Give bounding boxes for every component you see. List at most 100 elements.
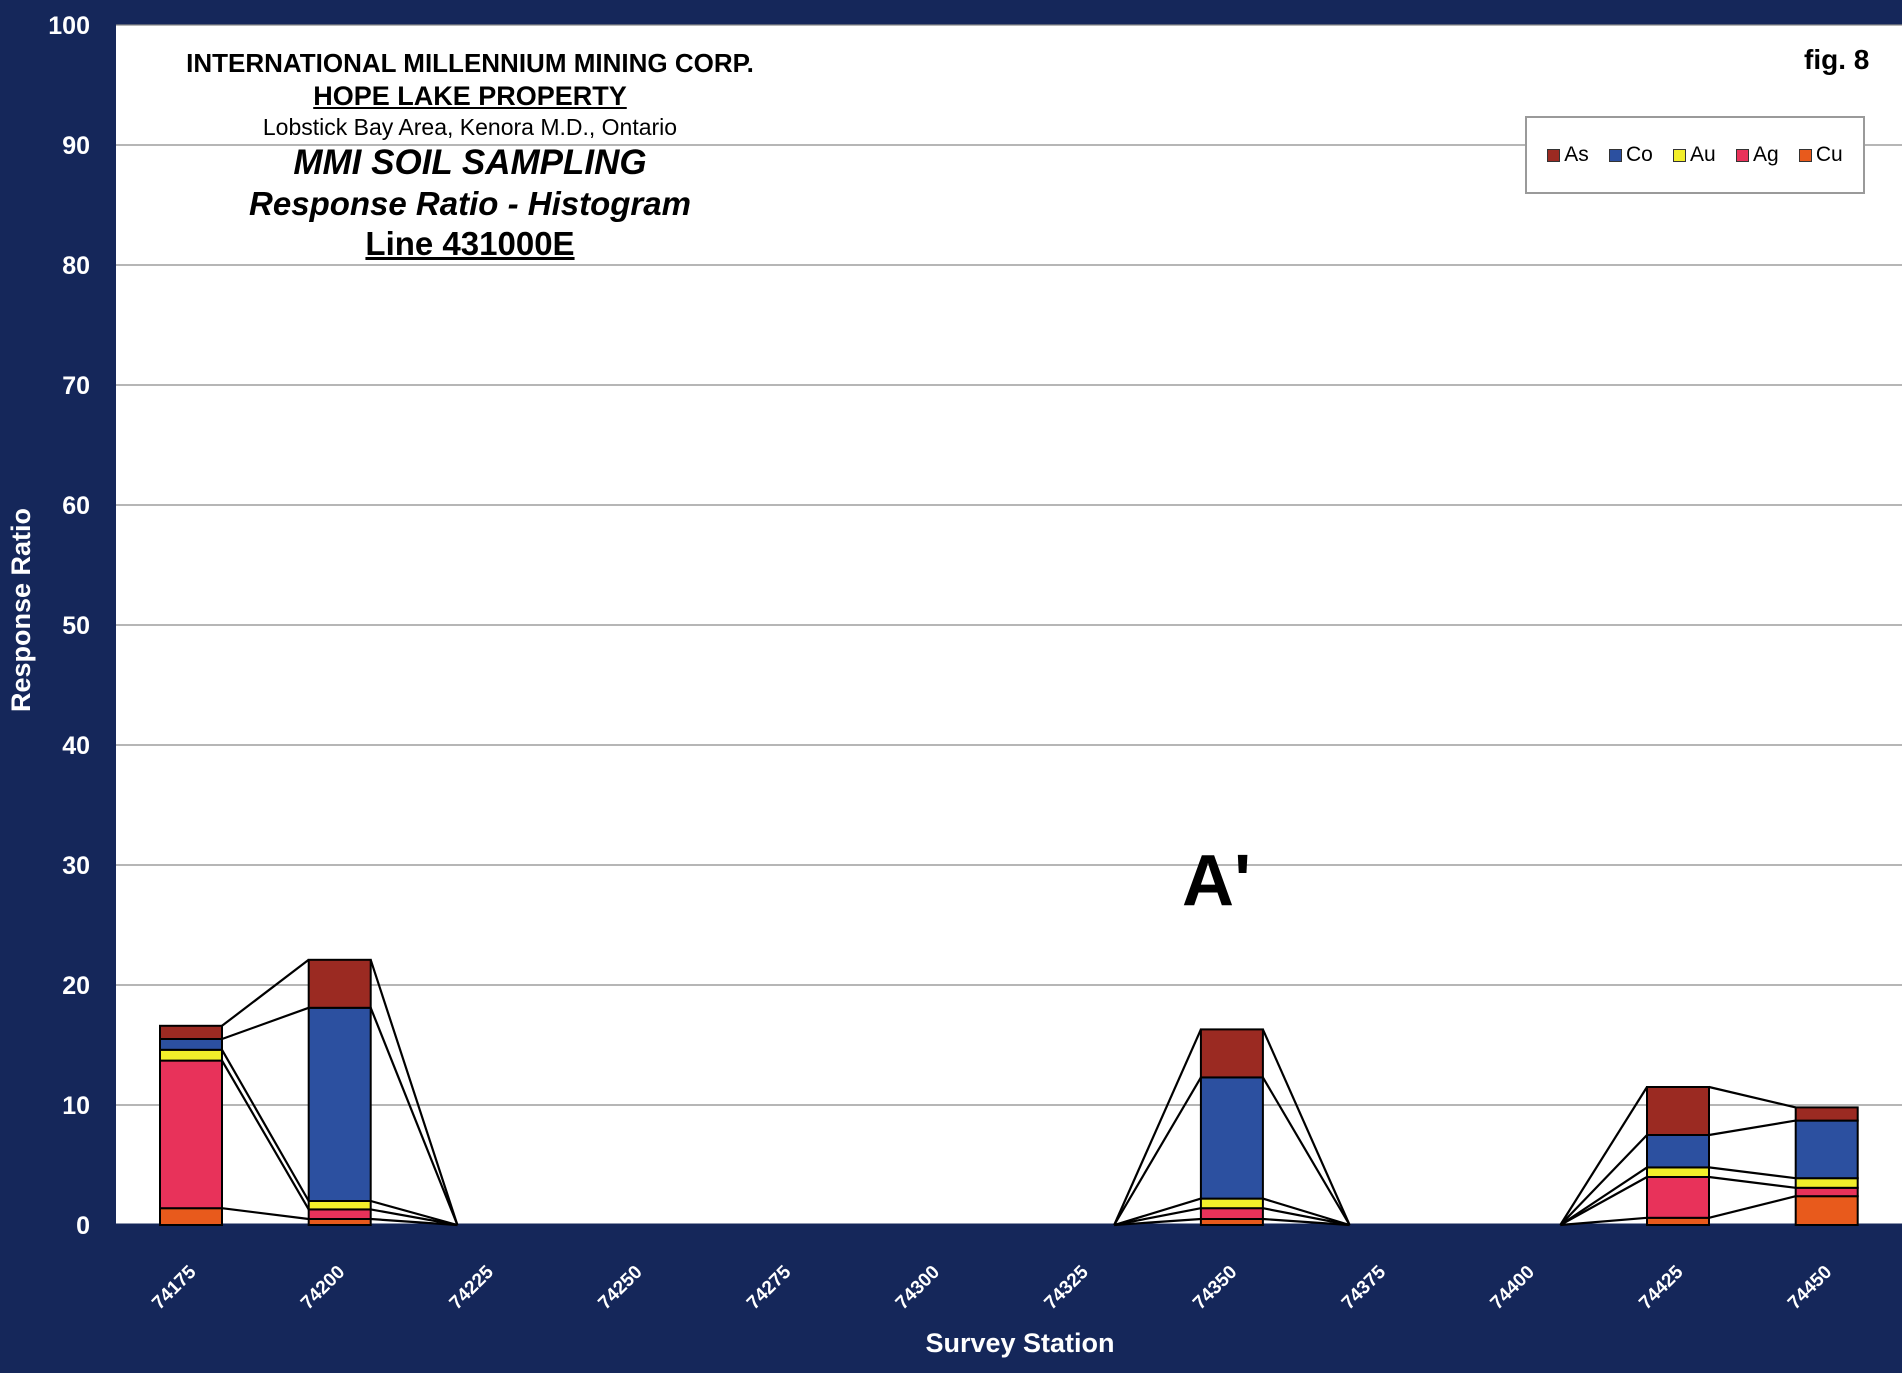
y-tick-label: 80	[62, 252, 90, 280]
y-tick-label: 90	[62, 132, 90, 160]
bar-as-74450	[1794, 1106, 1859, 1122]
bar-au-74175	[159, 1048, 223, 1062]
series-line-as	[1113, 1028, 1202, 1226]
y-tick-label: 60	[62, 492, 90, 520]
series-line-cu	[1708, 1195, 1796, 1219]
gridlines	[116, 24, 1902, 1227]
legend-swatch	[1547, 148, 1561, 162]
bar-as-74425	[1646, 1086, 1710, 1136]
x-tick-label: 74400	[1487, 1262, 1539, 1314]
bar-co-74450	[1794, 1119, 1859, 1180]
series-line-as	[1559, 1086, 1648, 1226]
series-line-ag	[1262, 1207, 1350, 1227]
survey-title: MMI SOIL SAMPLING	[293, 143, 647, 182]
x-tick-label: 74375	[1338, 1261, 1391, 1314]
y-tick-label: 50	[62, 612, 90, 640]
bar-ag-74350	[1199, 1207, 1264, 1220]
bar-co-74425	[1646, 1134, 1710, 1169]
bar-ag-74450	[1794, 1186, 1859, 1198]
legend: As Co Au Ag Cu	[1525, 116, 1865, 194]
x-tick-label: 74275	[743, 1261, 796, 1314]
bar-as-74175	[159, 1024, 223, 1041]
x-tick-label: 74300	[892, 1262, 944, 1314]
series-line-ag	[1113, 1207, 1202, 1227]
bars	[159, 958, 1859, 1227]
x-tick-label: 74350	[1189, 1262, 1241, 1314]
y-tick-label: 30	[62, 852, 90, 880]
bar-au-74350	[1199, 1197, 1264, 1210]
series-line-co	[1708, 1119, 1796, 1137]
legend-swatch	[1608, 148, 1622, 162]
bar-au-74200	[307, 1200, 372, 1211]
series-line-as	[1261, 1028, 1351, 1226]
bar-co-74350	[1199, 1076, 1264, 1200]
bar-cu-74175	[159, 1207, 223, 1226]
y-tick-label: 10	[62, 1092, 90, 1120]
x-tick-label: 74175	[148, 1261, 201, 1314]
series-line-co	[1559, 1134, 1648, 1226]
bar-co-74175	[159, 1038, 223, 1051]
legend-label: Ag	[1752, 143, 1779, 166]
bar-ag-74200	[307, 1208, 372, 1221]
y-tick-label: 100	[48, 12, 90, 40]
x-tick-label: 74325	[1041, 1261, 1094, 1314]
legend-item-ag: Ag	[1735, 143, 1779, 167]
y-tick-label: 70	[62, 372, 90, 400]
series-line-cu	[1262, 1217, 1350, 1227]
legend-swatch	[1735, 148, 1749, 162]
legend-item-au: Au	[1673, 143, 1716, 167]
bar-ag-74425	[1646, 1176, 1710, 1219]
series-line-as	[221, 958, 310, 1027]
series-line-co	[369, 1007, 459, 1226]
series-lines	[221, 958, 1796, 1227]
series-line-au	[1113, 1197, 1202, 1227]
bar-au-74450	[1794, 1177, 1859, 1189]
x-tick-label: 74200	[297, 1262, 349, 1314]
y-axis-title: Response Ratio	[6, 508, 36, 712]
series-line-au	[1559, 1166, 1648, 1226]
bar-as-74200	[307, 958, 372, 1009]
legend-swatch	[1798, 148, 1812, 162]
y-axis-ticks: 0 10 20 30 40 50 60 70 80 90 100	[48, 12, 90, 1240]
bar-co-74200	[307, 1006, 372, 1202]
series-line-au	[221, 1049, 310, 1202]
x-tick-label: 74250	[594, 1262, 646, 1314]
series-line-ag	[1559, 1176, 1648, 1226]
figure-label: fig. 8	[1804, 44, 1870, 75]
y-tick-label: 20	[62, 972, 90, 1000]
legend-item-cu: Cu	[1798, 143, 1843, 167]
chart-title: Response Ratio - Histogram	[249, 185, 691, 222]
series-line-co	[1261, 1076, 1351, 1226]
x-tick-label: 74450	[1784, 1262, 1836, 1314]
series-line-cu	[1114, 1217, 1201, 1227]
title-block: INTERNATIONAL MILLENNIUM MINING CORP. HO…	[120, 48, 820, 263]
series-line-cu	[221, 1207, 309, 1221]
bar-au-74425	[1646, 1166, 1710, 1179]
y-tick-label: 0	[76, 1212, 90, 1240]
x-tick-label: 74225	[446, 1261, 499, 1314]
series-line-au	[1708, 1166, 1796, 1180]
legend-label: Co	[1625, 143, 1653, 166]
legend-item-co: Co	[1608, 143, 1653, 167]
bar-cu-74450	[1794, 1195, 1859, 1226]
bar-as-74350	[1199, 1028, 1264, 1079]
bar-cu-74425	[1646, 1216, 1710, 1227]
series-line-ag	[221, 1060, 310, 1210]
legend-label: Cu	[1815, 143, 1843, 166]
x-tick-label: 74425	[1635, 1261, 1688, 1314]
legend-label: Au	[1690, 143, 1716, 166]
series-line-as	[369, 959, 459, 1226]
series-line-co	[221, 1006, 310, 1041]
x-axis-title: Survey Station	[925, 1328, 1114, 1358]
series-line-as	[1708, 1085, 1796, 1109]
y-tick-label: 40	[62, 732, 90, 760]
series-line-cu	[370, 1217, 458, 1227]
company-name: INTERNATIONAL MILLENNIUM MINING CORP.	[186, 48, 754, 78]
series-line-co	[1113, 1076, 1202, 1226]
legend-item-as: As	[1547, 143, 1589, 167]
property-name: HOPE LAKE PROPERTY	[313, 81, 627, 111]
annotation-label: A'	[1182, 841, 1252, 921]
series-line-au	[370, 1199, 458, 1227]
